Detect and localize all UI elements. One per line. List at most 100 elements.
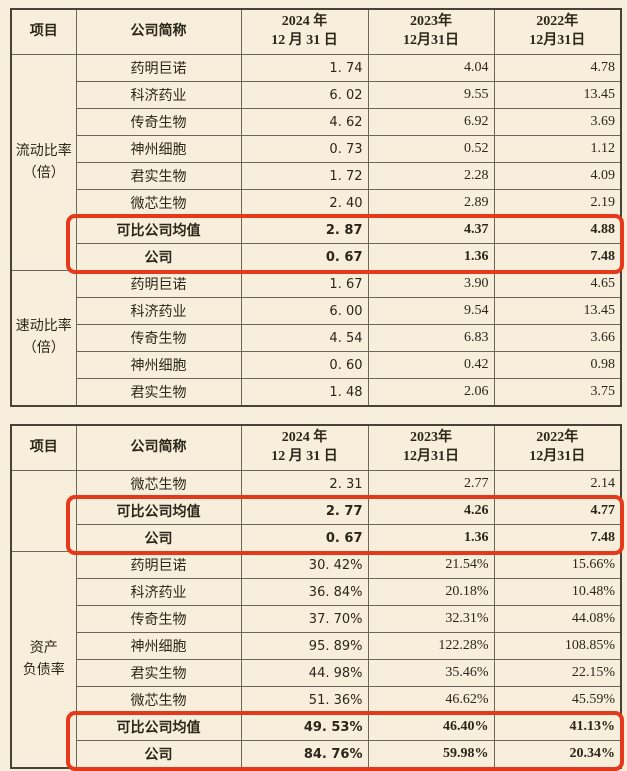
company-cell: 公司	[76, 525, 241, 552]
company-cell: 科济药业	[76, 298, 241, 325]
value-cell-2023: 9.55	[368, 82, 494, 109]
value-cell-2022: 13.45	[494, 82, 621, 109]
item-cell: 速动比率 （倍）	[11, 271, 76, 407]
col-header-2024: 2024 年 12 月 31 日	[241, 425, 368, 471]
value-cell-2023: 2.28	[368, 163, 494, 190]
col-header-item: 项目	[11, 9, 76, 55]
value-cell-2024: 30. 42%	[241, 552, 368, 579]
value-cell-2022: 0.98	[494, 352, 621, 379]
value-cell-2022: 2.19	[494, 190, 621, 217]
item-cell: 资产 负债率	[11, 552, 76, 769]
value-cell-2022: 20.34%	[494, 741, 621, 769]
value-cell-2023: 6.92	[368, 109, 494, 136]
company-cell: 药明巨诺	[76, 55, 241, 82]
col-header-2022: 2022年 12月31日	[494, 9, 621, 55]
value-cell-2022: 3.75	[494, 379, 621, 407]
value-cell-2022: 4.65	[494, 271, 621, 298]
value-cell-2023: 46.62%	[368, 687, 494, 714]
header-row: 项目 公司简称 2024 年 12 月 31 日 2023年 12月31日 20…	[11, 9, 621, 55]
value-cell-2024: 6. 00	[241, 298, 368, 325]
value-cell-2023: 4.37	[368, 217, 494, 244]
item-cell: 流动比率 （倍）	[11, 55, 76, 271]
value-cell-2022: 44.08%	[494, 606, 621, 633]
value-cell-2024: 36. 84%	[241, 579, 368, 606]
company-cell: 传奇生物	[76, 606, 241, 633]
col-header-2022: 2022年 12月31日	[494, 425, 621, 471]
value-cell-2024: 1. 67	[241, 271, 368, 298]
value-cell-2023: 6.83	[368, 325, 494, 352]
value-cell-2023: 1.36	[368, 244, 494, 271]
value-cell-2024: 95. 89%	[241, 633, 368, 660]
liquidity-ratio-table: 项目 公司简称 2024 年 12 月 31 日 2023年 12月31日 20…	[10, 8, 622, 407]
value-cell-2024: 44. 98%	[241, 660, 368, 687]
value-cell-2024: 1. 74	[241, 55, 368, 82]
value-cell-2022: 41.13%	[494, 714, 621, 741]
header-row: 项目 公司简称 2024 年 12 月 31 日 2023年 12月31日 20…	[11, 425, 621, 471]
value-cell-2024: 1. 72	[241, 163, 368, 190]
value-cell-2024: 4. 62	[241, 109, 368, 136]
value-cell-2024: 0. 67	[241, 244, 368, 271]
col-header-2023: 2023年 12月31日	[368, 9, 494, 55]
value-cell-2022: 4.09	[494, 163, 621, 190]
col-header-2023: 2023年 12月31日	[368, 425, 494, 471]
value-cell-2022: 13.45	[494, 298, 621, 325]
value-cell-2023: 46.40%	[368, 714, 494, 741]
col-header-company: 公司简称	[76, 9, 241, 55]
value-cell-2023: 59.98%	[368, 741, 494, 769]
value-cell-2023: 35.46%	[368, 660, 494, 687]
company-cell: 可比公司均值	[76, 714, 241, 741]
value-cell-2024: 37. 70%	[241, 606, 368, 633]
company-cell: 传奇生物	[76, 109, 241, 136]
value-cell-2024: 49. 53%	[241, 714, 368, 741]
value-cell-2022: 4.78	[494, 55, 621, 82]
value-cell-2022: 10.48%	[494, 579, 621, 606]
company-cell: 传奇生物	[76, 325, 241, 352]
value-cell-2024: 4. 54	[241, 325, 368, 352]
value-cell-2023: 0.52	[368, 136, 494, 163]
col-header-2024: 2024 年 12 月 31 日	[241, 9, 368, 55]
company-cell: 可比公司均值	[76, 217, 241, 244]
company-cell: 公司	[76, 244, 241, 271]
value-cell-2024: 51. 36%	[241, 687, 368, 714]
value-cell-2024: 84. 76%	[241, 741, 368, 769]
value-cell-2023: 122.28%	[368, 633, 494, 660]
value-cell-2023: 4.26	[368, 498, 494, 525]
value-cell-2024: 2. 77	[241, 498, 368, 525]
value-cell-2023: 9.54	[368, 298, 494, 325]
value-cell-2023: 2.77	[368, 471, 494, 498]
company-cell: 微芯生物	[76, 190, 241, 217]
value-cell-2023: 1.36	[368, 525, 494, 552]
company-cell: 可比公司均值	[76, 498, 241, 525]
debt-ratio-table-wrap: 项目 公司简称 2024 年 12 月 31 日 2023年 12月31日 20…	[10, 424, 620, 769]
debt-ratio-table: 项目 公司简称 2024 年 12 月 31 日 2023年 12月31日 20…	[10, 424, 622, 769]
company-cell: 药明巨诺	[76, 271, 241, 298]
company-cell: 神州细胞	[76, 352, 241, 379]
company-cell: 神州细胞	[76, 633, 241, 660]
company-cell: 微芯生物	[76, 471, 241, 498]
value-cell-2022: 7.48	[494, 525, 621, 552]
value-cell-2024: 2. 31	[241, 471, 368, 498]
value-cell-2022: 3.69	[494, 109, 621, 136]
value-cell-2022: 3.66	[494, 325, 621, 352]
item-cell	[11, 471, 76, 552]
value-cell-2023: 2.06	[368, 379, 494, 407]
company-cell: 君实生物	[76, 379, 241, 407]
